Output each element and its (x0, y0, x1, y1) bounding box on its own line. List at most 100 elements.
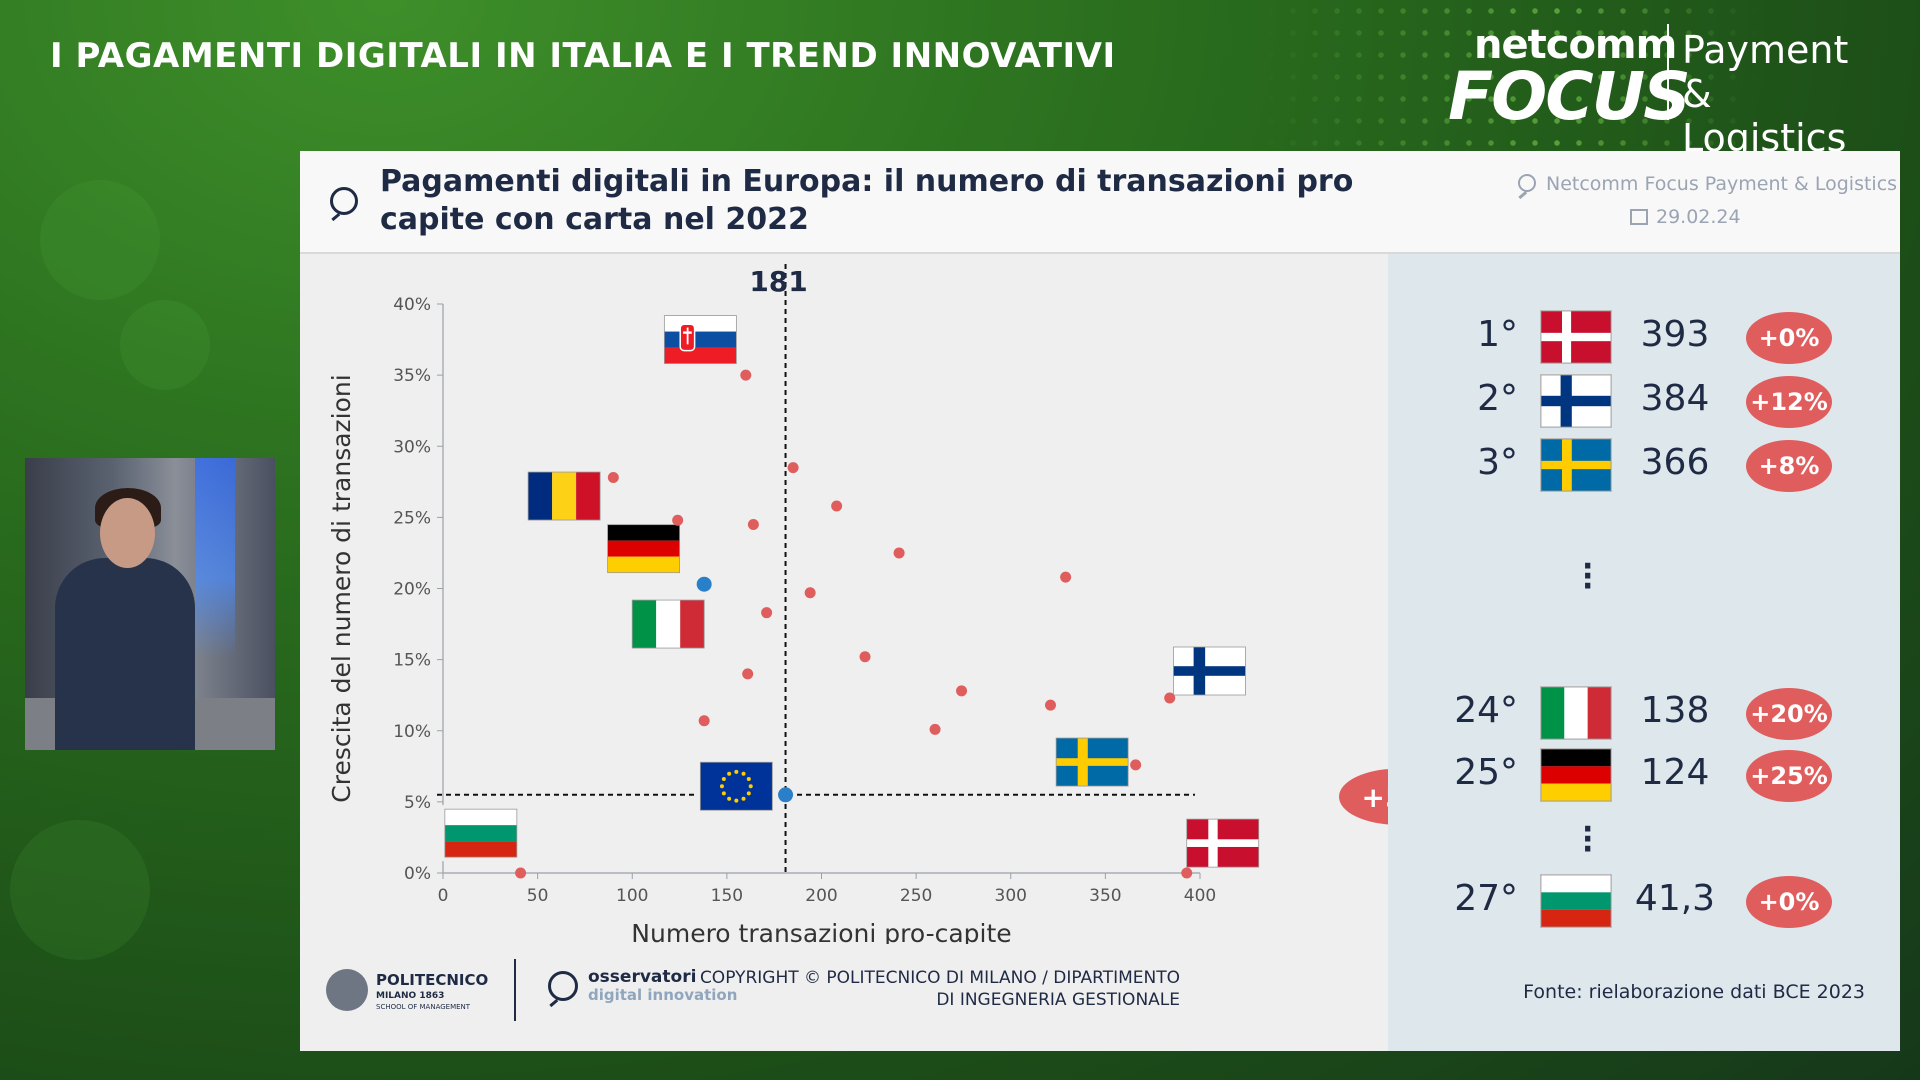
osservatori-tagline: digital innovation (588, 986, 738, 1004)
y-tick-label: 0% (404, 864, 431, 884)
ranking-value: 138 (1640, 690, 1710, 731)
y-tick-label: 15% (393, 651, 431, 671)
slide-header: Pagamenti digitali in Europa: il numero … (300, 151, 1900, 254)
x-tick-label: 50 (527, 886, 549, 906)
politecnico-logo: POLITECNICO MILANO 1863 SCHOOL OF MANAGE… (326, 965, 496, 1015)
x-tick-label: 300 (995, 886, 1027, 906)
data-point (787, 462, 799, 474)
ranking-value: 124 (1640, 752, 1710, 793)
ranking-growth-badge: +25% (1746, 750, 1832, 802)
search-bubble-icon (330, 187, 358, 215)
flag-italy-icon (1540, 686, 1612, 740)
ranking-position: 24° (1454, 690, 1518, 731)
y-tick-label: 5% (404, 793, 431, 813)
flag-slovakia (660, 311, 741, 368)
politecnico-seal-icon (326, 969, 368, 1011)
ranking-flag-finland (1540, 374, 1612, 428)
copyright-line-1: COPYRIGHT © POLITECNICO DI MILANO / DIPA… (699, 968, 1180, 988)
ranking-flag-bulgaria (1540, 874, 1612, 928)
calendar-icon (1630, 209, 1648, 225)
ranking-position: 27° (1454, 878, 1518, 919)
brand-main: FOCUS (1448, 58, 1691, 135)
x-tick-label: 250 (900, 886, 932, 906)
brand-top: netcomm (1474, 22, 1677, 68)
data-point (747, 518, 759, 530)
ranking-growth-badge: +12% (1746, 376, 1832, 428)
data-point (831, 500, 843, 512)
y-tick-label: 35% (393, 366, 431, 386)
x-tick-label: 350 (1089, 886, 1121, 906)
copyright-text: COPYRIGHT © POLITECNICO DI MILANO / DIPA… (680, 967, 1180, 1011)
scatter-chart: 0% 5% 10% 15% 20% 25% 30% 35% 40% 0 50 100 150 200 250… (327, 264, 1388, 944)
ranking-growth-badge: +0% (1746, 876, 1832, 928)
data-point (672, 514, 684, 526)
flag-sweden (1052, 734, 1133, 791)
osservatori-name: osservatori (588, 967, 697, 987)
politecnico-name: POLITECNICO (376, 971, 489, 989)
background-dots (1260, 0, 1760, 160)
ranking-value: 384 (1640, 378, 1710, 419)
ranking-row: 27° 41,3 +0% (1388, 872, 1900, 932)
y-axis-label: Crescita del numero di transazioni (327, 374, 356, 802)
x-tick-label: 100 (616, 886, 648, 906)
data-point (742, 668, 754, 680)
data-point (740, 369, 752, 381)
ranking-row: 3° 366 +8% (1388, 436, 1900, 496)
ranking-value: 366 (1640, 442, 1710, 483)
speaker-video (25, 458, 275, 750)
data-point (515, 867, 527, 879)
speaker-body (55, 558, 195, 750)
labels-layer: +5% (1339, 769, 1388, 825)
data-point (956, 685, 968, 697)
y-tick-label: 30% (393, 437, 431, 457)
svg-text:+5%: +5% (1362, 781, 1389, 814)
reference-y-badge: +5% (1339, 769, 1388, 825)
data-point (1044, 699, 1056, 711)
brand-side-1: Payment (1682, 28, 1849, 72)
data-point (1164, 692, 1176, 704)
ranking-value: 393 (1640, 314, 1710, 355)
data-point (698, 715, 710, 727)
ranking-growth-badge: +0% (1746, 312, 1832, 364)
y-tick-label: 40% (393, 295, 431, 315)
brand-side-2: & Logistics (1682, 72, 1847, 160)
ranking-position: 1° (1477, 314, 1518, 355)
eu-data-point (778, 787, 794, 803)
flag-eu (696, 758, 777, 815)
y-tick-label: 10% (393, 722, 431, 742)
background-bokeh (40, 180, 160, 300)
ranking-flag-germany (1540, 748, 1612, 802)
ranking-growth-badge: +20% (1746, 688, 1832, 740)
flag-bulgaria-icon (1540, 874, 1612, 928)
reference-lines: 181 (437, 264, 1195, 873)
background-bokeh (120, 300, 210, 390)
stage-light (195, 458, 235, 658)
ranking-position: 25° (1454, 752, 1518, 793)
slide-date-text: 29.02.24 (1656, 206, 1741, 228)
flags-layer (440, 311, 1263, 872)
ranking-flag-denmark (1540, 310, 1612, 364)
ranking-flag-sweden (1540, 438, 1612, 492)
data-point (1130, 759, 1142, 771)
copyright-line-2: DI INGEGNERIA GESTIONALE (936, 990, 1180, 1010)
data-point (1060, 571, 1072, 583)
slide-date: 29.02.24 (1630, 206, 1741, 228)
flag-romania (524, 468, 605, 525)
broadcast-title: I PAGAMENTI DIGITALI IN ITALIA E I TREND… (50, 36, 1116, 76)
event-name-text: Netcomm Focus Payment & Logistics (1546, 173, 1898, 195)
politecnico-school: SCHOOL OF MANAGEMENT (376, 1003, 471, 1011)
ellipsis-icon: · · · (1582, 812, 1594, 867)
flag-italy (628, 596, 709, 653)
speaker-head (100, 498, 155, 568)
data-point (929, 723, 941, 735)
flag-germany-icon (1540, 748, 1612, 802)
ranking-row: 2° 384 +12% (1388, 372, 1900, 432)
data-point (859, 651, 871, 663)
chart-axes: 0% 5% 10% 15% 20% 25% 30% 35% 40% 0 50 100 150 200 250… (327, 295, 1216, 944)
flag-sweden-icon (1540, 438, 1612, 492)
ranking-row: 1° 393 +0% (1388, 308, 1900, 368)
data-point (607, 472, 619, 484)
ranking-value: 41,3 (1634, 878, 1716, 919)
flag-germany (603, 520, 684, 577)
points-layer (515, 369, 1193, 879)
